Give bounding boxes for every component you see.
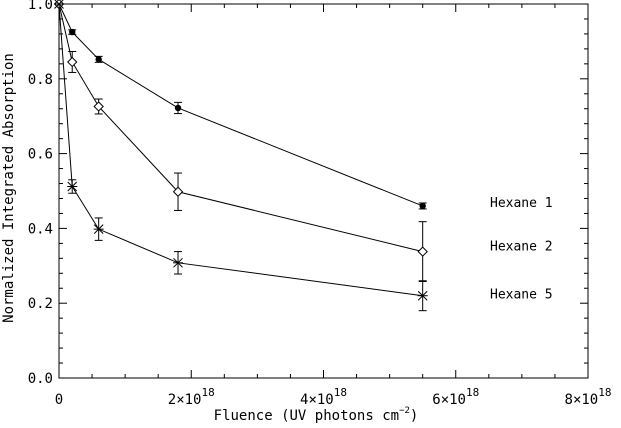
x-tick-label: 6×1018 <box>432 386 479 408</box>
data-point <box>69 28 76 36</box>
data-point <box>419 202 426 210</box>
y-axis-label: Normalized Integrated Absorption <box>1 53 17 323</box>
y-tick-label: 0.8 <box>28 72 53 88</box>
y-tick-label: 0.6 <box>28 147 53 163</box>
series-label-2: Hexane 2 <box>490 240 553 255</box>
data-point <box>173 257 184 268</box>
x-tick-label: 2×1018 <box>168 386 215 408</box>
data-point <box>54 0 64 9</box>
data-point <box>174 104 182 112</box>
series-3 <box>54 0 428 312</box>
x-tick-exponent: 18 <box>598 386 611 399</box>
data-point <box>93 101 104 112</box>
y-tick-label: 0.0 <box>28 371 53 387</box>
data-point <box>67 56 78 68</box>
x-tick-mantissa: 6×10 <box>432 392 466 408</box>
series-label-3: Hexane 5 <box>490 288 553 303</box>
plot-frame <box>58 3 589 379</box>
x-tick-label: 4×1018 <box>300 386 347 408</box>
series-2 <box>53 0 428 283</box>
data-point <box>67 181 78 192</box>
x-axis-label-close: ) <box>410 408 418 424</box>
series-1 <box>55 0 427 210</box>
x-axis-label: Fluence (UV photons cm−2) <box>214 406 419 424</box>
data-point <box>93 224 104 235</box>
series-line <box>58 3 423 253</box>
x-tick-exponent: 18 <box>466 386 479 399</box>
series-line <box>58 3 423 297</box>
y-tick-label: 0.4 <box>28 221 53 237</box>
data-point <box>172 186 184 197</box>
x-tick-mantissa: 2×10 <box>168 392 202 408</box>
x-axis-label-main: Fluence (UV photons cm <box>214 408 399 424</box>
x-tick-exponent: 18 <box>201 386 214 399</box>
series-layer <box>53 0 428 312</box>
data-point <box>417 290 428 301</box>
axes: 0.00.20.40.60.81.00 2×1018 4×1018 6×1018 8×1… <box>28 0 612 408</box>
x-tick-mantissa: 4×10 <box>300 392 334 408</box>
y-tick-label: 1.0 <box>28 0 53 13</box>
data-point <box>95 56 102 63</box>
x-tick-label: 8×1018 <box>565 386 612 408</box>
x-tick-exponent: 18 <box>334 386 347 399</box>
x-tick-mantissa: 0 <box>55 392 63 408</box>
x-tick-mantissa: 8×10 <box>565 392 599 408</box>
x-axis-label-exponent: −2 <box>399 406 410 416</box>
data-point <box>417 246 428 257</box>
y-tick-label: 0.2 <box>28 296 53 312</box>
series-line <box>58 3 423 207</box>
x-tick-label: 0 <box>55 392 63 408</box>
series-labels: Hexane 1 Hexane 2 Hexane 5 <box>490 196 553 303</box>
series-label-1: Hexane 1 <box>490 196 553 211</box>
